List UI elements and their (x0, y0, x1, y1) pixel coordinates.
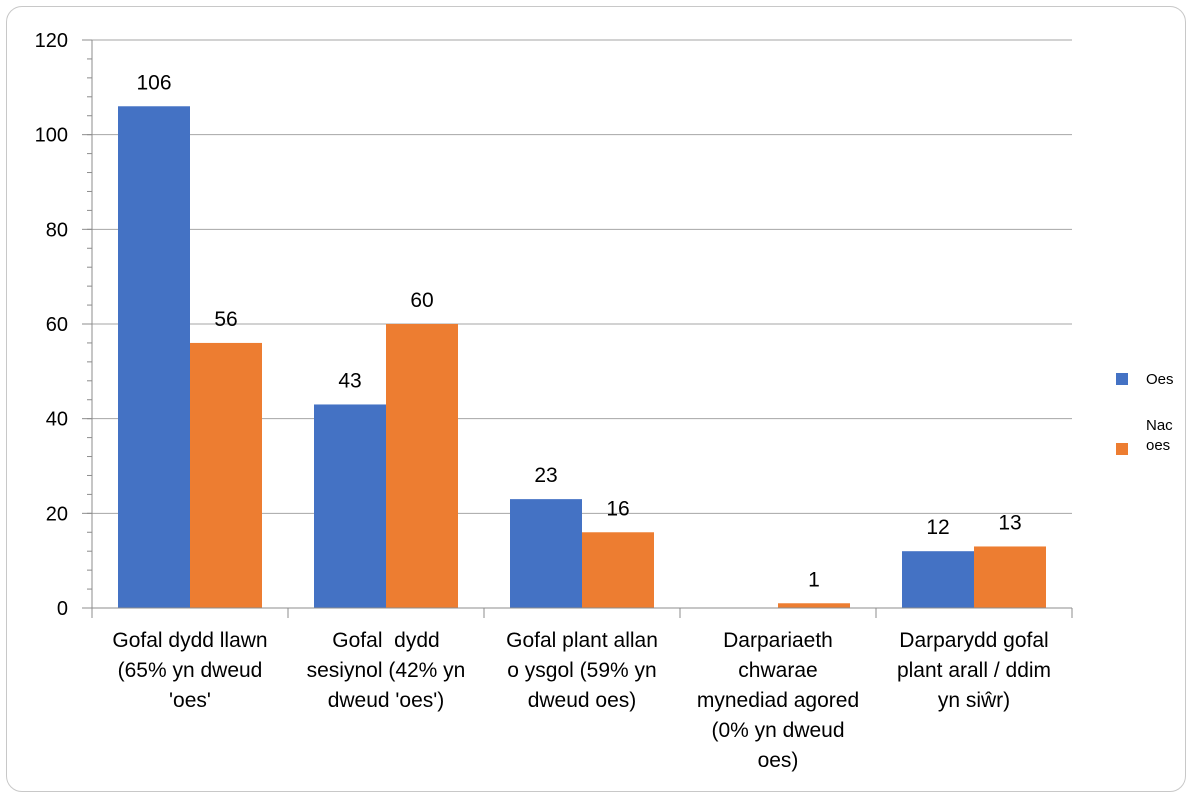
data-label: 43 (338, 369, 361, 392)
category-label: yn siŵr) (938, 689, 1010, 712)
y-tick-label: 80 (46, 219, 68, 241)
data-label: 13 (998, 511, 1021, 534)
data-label: 16 (606, 497, 629, 520)
legend-swatch (1116, 373, 1128, 385)
bar-oes (902, 551, 974, 608)
legend-label: oes (1146, 437, 1170, 454)
legend-label: Oes (1146, 371, 1174, 388)
y-tick-label: 60 (46, 314, 68, 336)
category-label: Gofal dydd (332, 629, 439, 652)
data-label: 60 (410, 289, 433, 312)
y-tick-label: 0 (57, 598, 68, 620)
data-label: 56 (214, 308, 237, 331)
data-label: 106 (136, 71, 171, 94)
category-label: oes) (758, 749, 799, 772)
category-label: (0% yn dweud (711, 719, 844, 742)
category-label: Darpariaeth (723, 629, 833, 652)
data-label: 12 (926, 516, 949, 539)
category-label: Gofal plant allan (506, 629, 658, 652)
bar-nac-oes (778, 603, 850, 608)
y-tick-label: 40 (46, 409, 68, 431)
category-label: chwarae (738, 659, 817, 682)
y-tick-label: 120 (35, 30, 68, 52)
category-label: 'oes' (169, 689, 211, 712)
category-label: mynediad agored (697, 689, 859, 712)
category-label: plant arall / ddim (897, 659, 1051, 682)
bar-nac-oes (386, 324, 458, 608)
category-label: Darparydd gofal (899, 629, 1048, 652)
category-label: sesiynol (42% yn (307, 659, 466, 682)
bar-oes (314, 404, 386, 608)
category-label: o ysgol (59% yn (507, 659, 656, 682)
bar-oes (510, 499, 582, 608)
category-label: dweud oes) (528, 689, 637, 712)
bar-nac-oes (582, 532, 654, 608)
data-label: 1 (808, 568, 820, 591)
legend-swatch (1116, 443, 1128, 455)
y-tick-label: 20 (46, 503, 68, 525)
category-label: (65% yn dweud (118, 659, 263, 682)
category-label: dweud 'oes') (328, 689, 445, 712)
bar-nac-oes (974, 546, 1046, 608)
data-label: 23 (534, 464, 557, 487)
legend-label: Nac (1146, 417, 1173, 434)
bar-oes (118, 106, 190, 609)
y-tick-label: 100 (35, 125, 68, 147)
bar-nac-oes (190, 342, 262, 608)
category-label: Gofal dydd llawn (112, 629, 267, 652)
